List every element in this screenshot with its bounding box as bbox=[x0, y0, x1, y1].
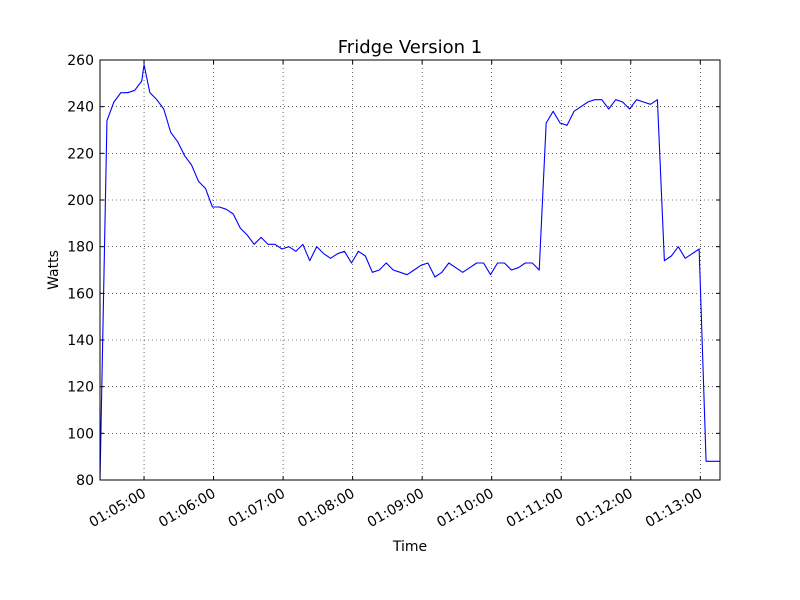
plot-frame bbox=[99, 59, 721, 481]
y-tick-label: 260 bbox=[67, 53, 94, 69]
x-axis-label: Time bbox=[392, 539, 427, 555]
y-tick-label: 180 bbox=[67, 240, 94, 256]
y-tick-label: 160 bbox=[67, 286, 94, 302]
y-tick-label: 140 bbox=[67, 333, 94, 349]
y-tick-label: 120 bbox=[67, 380, 94, 396]
y-axis-label: Watts bbox=[46, 250, 62, 290]
y-tick-label: 100 bbox=[67, 426, 94, 442]
data-layer bbox=[99, 64, 721, 481]
y-tick-label: 80 bbox=[76, 473, 94, 489]
y-tick-label: 240 bbox=[67, 100, 94, 116]
chart-title: Fridge Version 1 bbox=[338, 37, 482, 58]
y-tick-label: 200 bbox=[67, 193, 94, 209]
y-tick-label: 220 bbox=[67, 146, 94, 162]
